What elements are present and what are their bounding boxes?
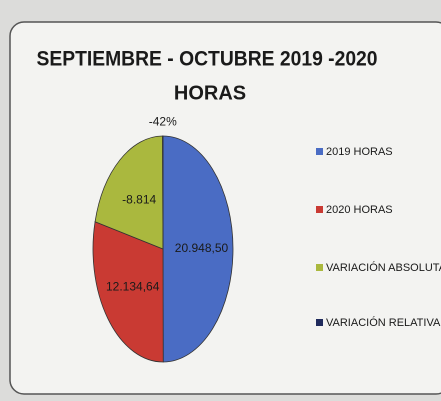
legend-swatch xyxy=(316,148,323,155)
data-label: 20.948,50 xyxy=(175,241,229,255)
legend-label: VARIACIÓN RELATIVA xyxy=(326,316,441,329)
legend-label: 2019 HORAS xyxy=(326,146,393,158)
data-label: -42% xyxy=(149,115,177,129)
legend-swatch xyxy=(316,264,323,271)
chart-subtitle: HORAS xyxy=(174,82,246,104)
pie-slice xyxy=(162,135,234,363)
data-label: 12.134,64 xyxy=(106,280,160,294)
pie-slice xyxy=(94,135,164,250)
data-label: -8.814 xyxy=(122,192,156,206)
legend-label: VARIACIÓN ABSOLUTA xyxy=(326,261,441,274)
legend-swatch xyxy=(316,206,323,213)
pie-slice xyxy=(92,221,164,363)
chart-title: SEPTIEMBRE - OCTUBRE 2019 -2020 xyxy=(36,48,377,71)
legend-swatch xyxy=(316,319,323,326)
legend-label: 2020 HORAS xyxy=(326,204,393,216)
